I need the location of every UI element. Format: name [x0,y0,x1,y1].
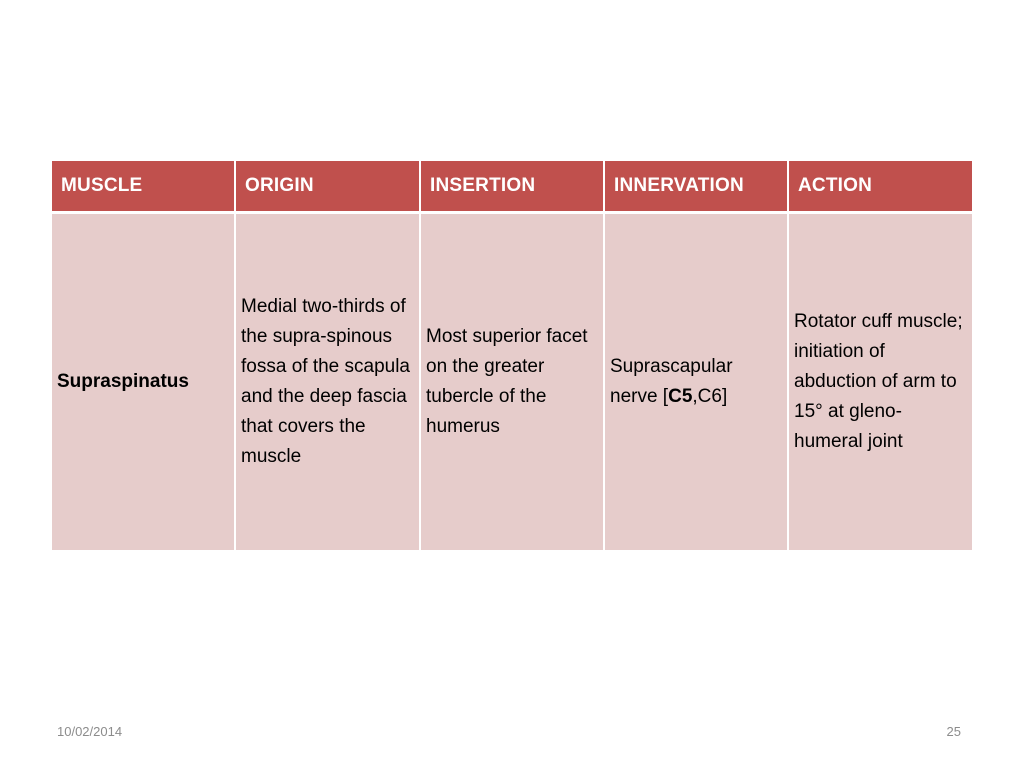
table-header-row: MUSCLE ORIGIN INSERTION INNERVATION ACTI… [52,161,972,214]
header-origin: ORIGIN [235,161,421,214]
action-text: Rotator cuff muscle; initiation of abduc… [794,310,963,452]
innervation-bold-root: C5 [668,385,693,407]
insertion-text: Most superior facet on the greater tuber… [426,325,588,437]
header-insertion: INSERTION [420,161,605,214]
origin-text: Medial two-thirds of the supra-spinous f… [241,295,410,467]
cell-origin: Medial two-thirds of the supra-spinous f… [235,212,421,550]
footer-date: 10/02/2014 [57,724,123,739]
innervation-prefix: Suprascapular nerve [ [610,355,733,407]
table-row: Supraspinatus Medial two-thirds of the s… [52,212,972,550]
header-innervation: INNERVATION [604,161,789,214]
muscle-table: MUSCLE ORIGIN INSERTION INNERVATION ACTI… [52,161,972,550]
header-action: ACTION [788,161,972,214]
innervation-suffix: ,C6] [692,385,728,407]
cell-action: Rotator cuff muscle; initiation of abduc… [788,212,972,550]
page-number: 25 [946,724,961,739]
cell-muscle: Supraspinatus [52,212,236,550]
muscle-name-text: Supraspinatus [57,370,189,392]
cell-insertion: Most superior facet on the greater tuber… [420,212,605,550]
innervation-text: Suprascapular nerve [C5,C6] [610,352,783,412]
cell-innervation: Suprascapular nerve [C5,C6] [604,212,789,550]
header-muscle: MUSCLE [52,161,236,214]
